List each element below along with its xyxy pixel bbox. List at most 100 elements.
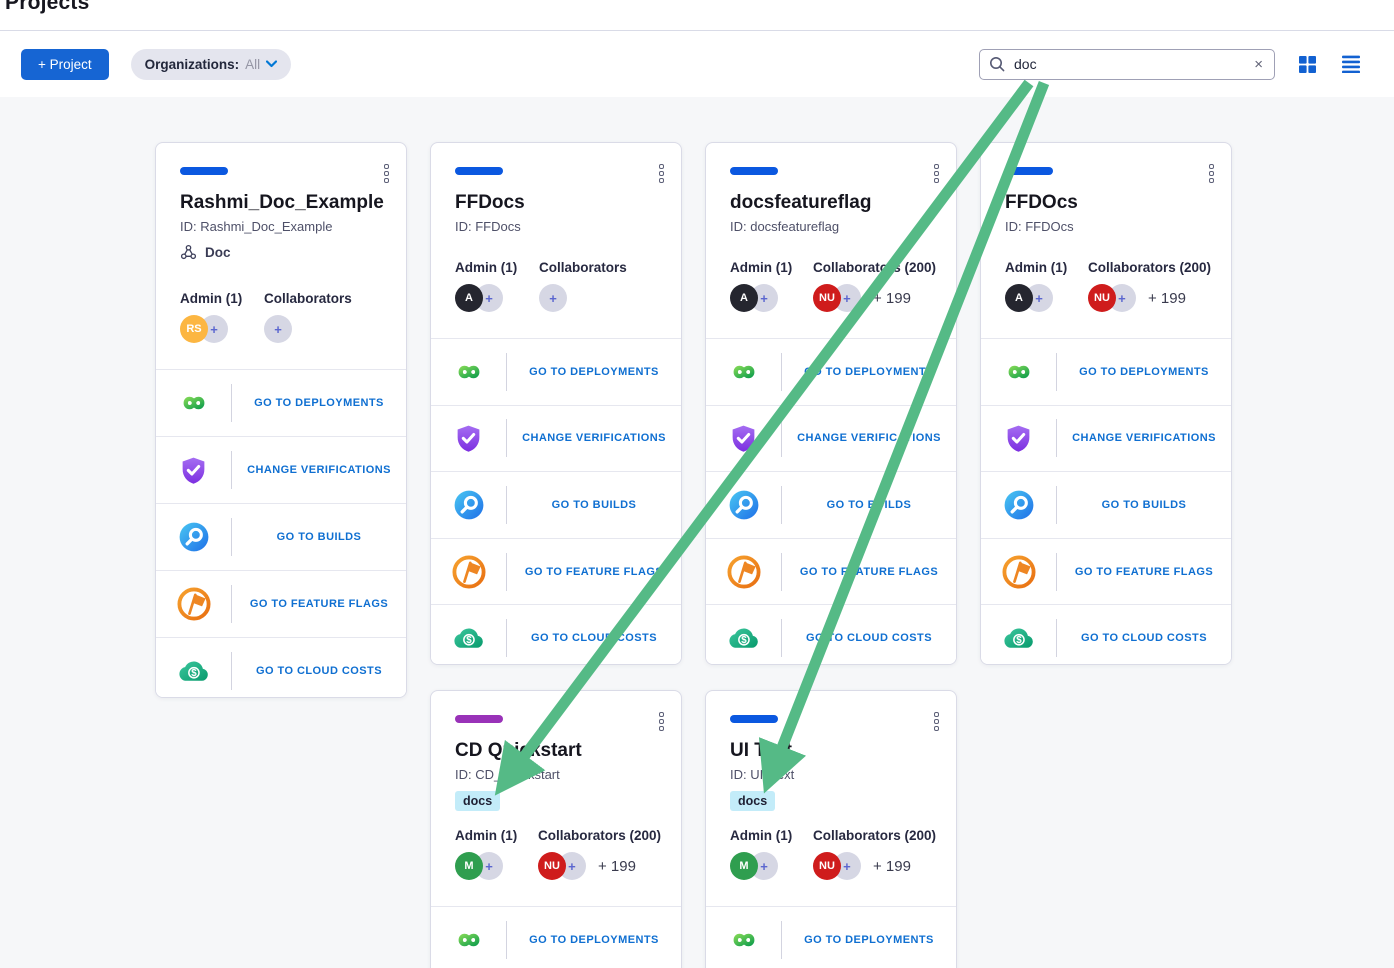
project-color-bar	[180, 167, 228, 175]
collaborators-overflow-count: + 199	[872, 289, 911, 307]
kebab-menu-icon[interactable]	[654, 707, 669, 736]
kebab-menu-icon[interactable]	[1204, 159, 1219, 188]
project-title: UI Text	[730, 740, 792, 761]
add-collaborator-button[interactable]: +	[264, 315, 292, 343]
kebab-menu-icon[interactable]	[929, 159, 944, 188]
go-to-feature-flags-link[interactable]: GO TO FEATURE FLAGS	[156, 570, 406, 637]
project-color-bar	[455, 715, 503, 723]
action-label: CHANGE VERIFICATIONS	[1072, 432, 1216, 445]
collaborators-label: Collaborators (200)	[537, 828, 661, 843]
divider	[506, 921, 507, 959]
project-card-ffdocs-2[interactable]: FFDOcs ID: FFDOcs Admin (1) A + Collabor…	[980, 142, 1232, 665]
action-label: GO TO CLOUD COSTS	[255, 665, 382, 677]
go-to-feature-flags-link[interactable]: GO TO FEATURE FLAGS	[706, 537, 956, 605]
action-label: GO TO CLOUD COSTS	[805, 632, 932, 645]
kebab-menu-icon[interactable]	[929, 707, 944, 736]
collaborators-label: Collaborators	[264, 291, 352, 306]
go-to-cloud-costs-link[interactable]: GO TO CLOUD COSTS	[981, 604, 1231, 664]
go-to-deployments-link[interactable]: GO TO DEPLOYMENTS	[156, 369, 406, 436]
collaborator-avatar[interactable]: NU	[812, 852, 841, 880]
collaborator-avatar[interactable]: NU	[537, 852, 566, 880]
tag-docs[interactable]: docs	[730, 791, 776, 811]
project-org: Doc	[180, 244, 382, 261]
action-label: GO TO FEATURE FLAGS	[1074, 565, 1214, 578]
admin-avatar[interactable]: M	[730, 852, 758, 880]
kebab-menu-icon[interactable]	[379, 159, 394, 188]
go-to-deployments-link[interactable]: GO TO DEPLOYMENTS	[706, 906, 956, 968]
divider	[1056, 419, 1057, 458]
project-color-bar	[455, 167, 503, 175]
cd-icon	[156, 392, 231, 414]
action-label: GO TO FEATURE FLAGS	[249, 598, 389, 610]
search-input[interactable]	[1012, 55, 1246, 73]
admin-label: Admin (1)	[455, 828, 518, 843]
grid-view-button[interactable]	[1297, 54, 1318, 75]
action-label: GO TO DEPLOYMENTS	[529, 365, 659, 378]
project-id: ID: FFDocs	[455, 219, 521, 234]
admin-avatar[interactable]: A	[1005, 284, 1033, 312]
cloud-costs-icon	[431, 625, 506, 651]
go-to-builds-link[interactable]: GO TO BUILDS	[981, 471, 1231, 538]
go-to-builds-link[interactable]: GO TO BUILDS	[431, 471, 681, 538]
collaborators-label: Collaborators (200)	[812, 828, 936, 843]
feature-flags-icon	[706, 555, 781, 589]
change-verifications-link[interactable]: CHANGE VERIFICATIONS	[431, 404, 681, 472]
builds-icon	[706, 489, 781, 521]
cloud-costs-icon	[156, 658, 231, 684]
go-to-deployments-link[interactable]: GO TO DEPLOYMENTS	[431, 906, 681, 968]
kebab-menu-icon[interactable]	[654, 159, 669, 188]
project-card-cd-quickstart[interactable]: CD Quickstart ID: CD_Quickstart docs Adm…	[430, 690, 682, 968]
action-label: GO TO BUILDS	[551, 498, 637, 511]
collaborators-overflow-count: + 199	[1147, 289, 1186, 307]
divider	[1056, 352, 1057, 391]
new-project-button[interactable]: + Project	[21, 48, 109, 80]
go-to-feature-flags-link[interactable]: GO TO FEATURE FLAGS	[431, 537, 681, 605]
divider	[1056, 485, 1057, 524]
go-to-feature-flags-link[interactable]: GO TO FEATURE FLAGS	[981, 537, 1231, 605]
search-icon	[990, 57, 1005, 72]
go-to-cloud-costs-link[interactable]: GO TO CLOUD COSTS	[431, 604, 681, 664]
verify-shield-icon	[981, 424, 1056, 453]
project-card-ffdocs[interactable]: FFDocs ID: FFDocs Admin (1) A + Collabor…	[430, 142, 682, 665]
go-to-deployments-link[interactable]: GO TO DEPLOYMENTS	[431, 338, 681, 405]
change-verifications-link[interactable]: CHANGE VERIFICATIONS	[706, 404, 956, 472]
org-icon	[180, 244, 197, 261]
project-card-ui-text[interactable]: UI Text ID: UI_Text docs Admin (1) M + C…	[705, 690, 957, 968]
change-verifications-link[interactable]: CHANGE VERIFICATIONS	[156, 436, 406, 503]
tag-docs[interactable]: docs	[455, 791, 501, 811]
go-to-builds-link[interactable]: GO TO BUILDS	[156, 503, 406, 570]
clear-search-button[interactable]: ×	[1254, 55, 1263, 73]
admin-avatar[interactable]: M	[455, 852, 483, 880]
project-card-rashmi-doc-example[interactable]: Rashmi_Doc_Example ID: Rashmi_Doc_Exampl…	[155, 142, 407, 698]
go-to-cloud-costs-link[interactable]: GO TO CLOUD COSTS	[706, 604, 956, 664]
go-to-cloud-costs-link[interactable]: GO TO CLOUD COSTS	[156, 637, 406, 697]
go-to-deployments-link[interactable]: GO TO DEPLOYMENTS	[706, 338, 956, 405]
add-collaborator-button[interactable]: +	[539, 284, 567, 312]
go-to-deployments-link[interactable]: GO TO DEPLOYMENTS	[981, 338, 1231, 405]
collaborators-overflow-count: + 199	[597, 857, 636, 875]
builds-icon	[981, 489, 1056, 521]
builds-icon	[156, 521, 231, 553]
collaborator-avatar[interactable]: NU	[1087, 284, 1116, 312]
project-card-docsfeatureflag[interactable]: docsfeatureflag ID: docsfeatureflag Admi…	[705, 142, 957, 665]
change-verifications-link[interactable]: CHANGE VERIFICATIONS	[981, 404, 1231, 472]
collaborator-avatar[interactable]: NU	[812, 284, 841, 312]
cloud-costs-icon	[706, 625, 781, 651]
project-color-bar	[730, 715, 778, 723]
cd-icon	[431, 361, 506, 383]
project-title: Rashmi_Doc_Example	[180, 192, 384, 213]
search-box[interactable]: ×	[979, 48, 1275, 80]
admin-label: Admin (1)	[1005, 260, 1068, 275]
action-label: GO TO BUILDS	[826, 498, 912, 511]
action-label: GO TO DEPLOYMENTS	[529, 934, 659, 946]
go-to-builds-link[interactable]: GO TO BUILDS	[706, 471, 956, 538]
organizations-filter[interactable]: Organizations: All	[130, 48, 292, 80]
action-label: CHANGE VERIFICATIONS	[247, 464, 391, 476]
project-title: FFDocs	[455, 192, 525, 213]
action-label: CHANGE VERIFICATIONS	[797, 432, 941, 445]
admin-avatar[interactable]: A	[455, 284, 483, 312]
admin-avatar[interactable]: A	[730, 284, 758, 312]
action-label: GO TO BUILDS	[1101, 498, 1187, 511]
list-view-button[interactable]	[1340, 53, 1362, 75]
admin-avatar[interactable]: RS	[180, 315, 208, 343]
